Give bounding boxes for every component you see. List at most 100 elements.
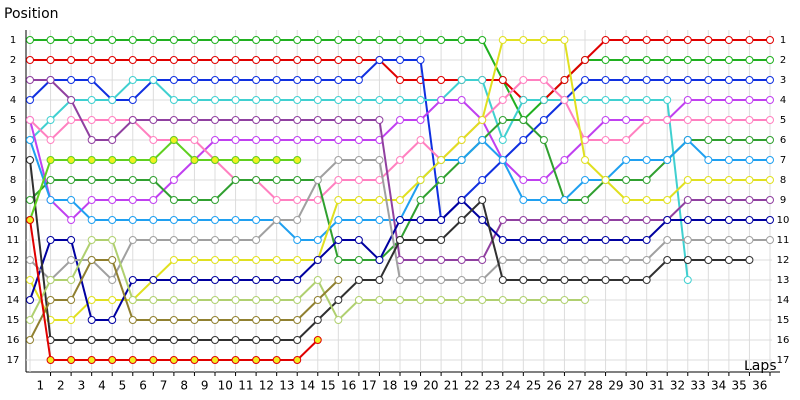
position-marker xyxy=(642,96,651,104)
position-marker xyxy=(231,256,240,264)
y-tick-label-right: 8 xyxy=(780,175,786,186)
position-marker xyxy=(272,196,281,204)
series xyxy=(26,256,343,344)
position-marker xyxy=(190,256,199,264)
position-marker xyxy=(211,316,219,324)
position-marker xyxy=(437,296,446,304)
position-marker xyxy=(334,76,343,84)
position-marker xyxy=(601,136,610,144)
x-tick-label: 32 xyxy=(670,379,685,393)
position-marker xyxy=(683,36,692,44)
position-marker xyxy=(67,236,76,244)
position-marker xyxy=(437,276,446,284)
position-marker xyxy=(252,176,261,184)
position-marker xyxy=(211,276,219,284)
position-marker xyxy=(313,96,322,104)
position-marker xyxy=(272,116,281,124)
position-marker xyxy=(375,276,384,284)
y-tick-label: 17 xyxy=(7,355,20,366)
position-marker xyxy=(683,176,692,184)
position-marker xyxy=(67,156,76,164)
position-marker xyxy=(231,236,240,244)
position-marker xyxy=(334,156,343,164)
position-marker xyxy=(519,196,528,204)
position-marker xyxy=(437,216,446,224)
y-tick-label-right: 4 xyxy=(780,95,786,106)
position-marker xyxy=(211,216,219,224)
position-marker xyxy=(272,56,281,64)
position-marker xyxy=(642,256,651,264)
position-marker xyxy=(108,276,117,284)
position-marker xyxy=(745,196,754,204)
y-tick-label: 11 xyxy=(7,235,20,246)
position-marker xyxy=(26,56,34,64)
position-marker xyxy=(293,296,302,304)
position-marker xyxy=(478,176,487,184)
position-marker xyxy=(87,176,96,184)
position-marker xyxy=(457,196,466,204)
position-marker xyxy=(128,96,137,104)
position-marker xyxy=(211,116,219,124)
y-tick-label: 3 xyxy=(10,75,16,86)
position-marker xyxy=(87,356,96,364)
position-marker xyxy=(581,236,589,244)
position-marker xyxy=(519,256,528,264)
position-marker xyxy=(601,256,610,264)
position-marker xyxy=(272,256,281,264)
position-marker xyxy=(293,276,302,284)
position-marker xyxy=(128,336,137,344)
position-marker xyxy=(67,276,76,284)
position-marker xyxy=(252,36,261,44)
position-marker xyxy=(46,136,55,144)
position-marker xyxy=(87,156,96,164)
x-tick-label: 31 xyxy=(649,379,664,393)
position-marker xyxy=(457,136,466,144)
position-marker xyxy=(478,136,487,144)
position-marker xyxy=(375,36,384,44)
position-marker xyxy=(457,216,466,224)
position-marker xyxy=(293,136,302,144)
position-marker xyxy=(108,56,117,64)
position-marker xyxy=(149,196,158,204)
position-marker xyxy=(231,36,240,44)
position-marker xyxy=(663,216,672,224)
position-marker xyxy=(354,156,363,164)
position-marker xyxy=(498,276,507,284)
position-marker xyxy=(26,36,34,44)
position-marker xyxy=(478,276,487,284)
position-marker xyxy=(581,296,589,304)
position-marker xyxy=(766,176,774,184)
position-marker xyxy=(313,236,322,244)
position-marker xyxy=(211,196,219,204)
position-marker xyxy=(539,196,548,204)
position-marker xyxy=(46,236,55,244)
position-marker xyxy=(416,276,425,284)
position-marker xyxy=(416,296,425,304)
position-marker xyxy=(704,76,713,84)
position-marker xyxy=(149,116,158,124)
position-marker xyxy=(498,236,507,244)
position-marker xyxy=(169,176,178,184)
position-marker xyxy=(67,216,76,224)
position-marker xyxy=(149,76,158,84)
position-marker xyxy=(313,296,322,304)
position-marker xyxy=(46,156,55,164)
position-marker xyxy=(354,236,363,244)
x-tick-label: 4 xyxy=(98,379,106,393)
position-marker xyxy=(211,356,219,364)
x-tick-label: 7 xyxy=(160,379,168,393)
position-marker xyxy=(663,56,672,64)
position-marker xyxy=(87,216,96,224)
position-marker xyxy=(704,56,713,64)
position-marker xyxy=(745,96,754,104)
position-marker xyxy=(724,156,733,164)
position-marker xyxy=(581,276,589,284)
position-marker xyxy=(272,276,281,284)
position-marker xyxy=(211,136,219,144)
position-marker xyxy=(766,56,774,64)
position-marker xyxy=(293,56,302,64)
position-marker xyxy=(272,36,281,44)
position-marker xyxy=(478,256,487,264)
position-marker xyxy=(622,156,631,164)
position-marker xyxy=(437,256,446,264)
